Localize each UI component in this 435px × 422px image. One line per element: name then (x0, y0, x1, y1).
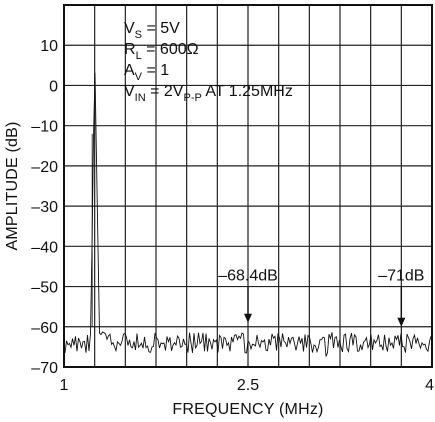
x-tick-label: 2.5 (237, 377, 259, 394)
y-tick-label: –40 (31, 239, 58, 256)
annotations: –68.4dB –71dB (218, 267, 424, 327)
y-tick-label: –50 (31, 280, 58, 297)
test-condition: RL = 600Ω (124, 41, 199, 62)
x-tick-label: 1 (60, 377, 69, 394)
test-condition: VIN = 2VP-P AT 1.25MHz (124, 83, 293, 104)
spectrum-trace (64, 72, 432, 357)
y-axis-label: AMPLITUDE (dB) (4, 121, 21, 250)
condition-value: = 600Ω (142, 41, 199, 58)
y-tick-label: 10 (40, 38, 58, 55)
annotation-label: –71dB (378, 267, 424, 284)
condition-symbol: R (124, 41, 136, 58)
y-tick-label: –20 (31, 159, 58, 176)
annotation-arrow-head (397, 317, 406, 327)
condition-subscript: V (135, 71, 143, 83)
condition-symbol: V (124, 83, 135, 100)
spectrum-line (64, 72, 432, 357)
y-tick-label: –10 (31, 119, 58, 136)
plot-frame (63, 4, 433, 368)
condition-symbol: A (124, 62, 135, 79)
condition-subscript: L (136, 50, 142, 62)
condition-subscript: S (135, 29, 142, 41)
annotation-arrow-head (244, 313, 252, 323)
condition-value: = 2V (146, 83, 184, 100)
condition-value: = 5V (142, 20, 180, 37)
condition-subscript: P-P (183, 92, 201, 104)
condition-value: = 1 (142, 62, 169, 79)
y-tick-label: –70 (31, 360, 58, 377)
condition-value: AT 1.25MHz (202, 83, 293, 100)
test-condition: VS = 5V (124, 20, 180, 41)
x-tick-labels: 1 2.5 4 (60, 377, 435, 394)
y-tick-label: 0 (49, 78, 58, 95)
y-tick-label: –60 (31, 320, 58, 337)
x-tick-label: 4 (425, 377, 434, 394)
y-tick-label: –30 (31, 199, 58, 216)
annotation-label: –68.4dB (218, 267, 278, 284)
condition-symbol: V (124, 20, 135, 37)
condition-subscript: IN (135, 92, 146, 104)
test-condition: AV = 1 (124, 62, 169, 83)
x-axis-label: FREQUENCY (MHz) (172, 401, 323, 418)
y-tick-labels: 10 0 –10 –20 –30 –40 –50 –60 –70 (31, 38, 58, 377)
